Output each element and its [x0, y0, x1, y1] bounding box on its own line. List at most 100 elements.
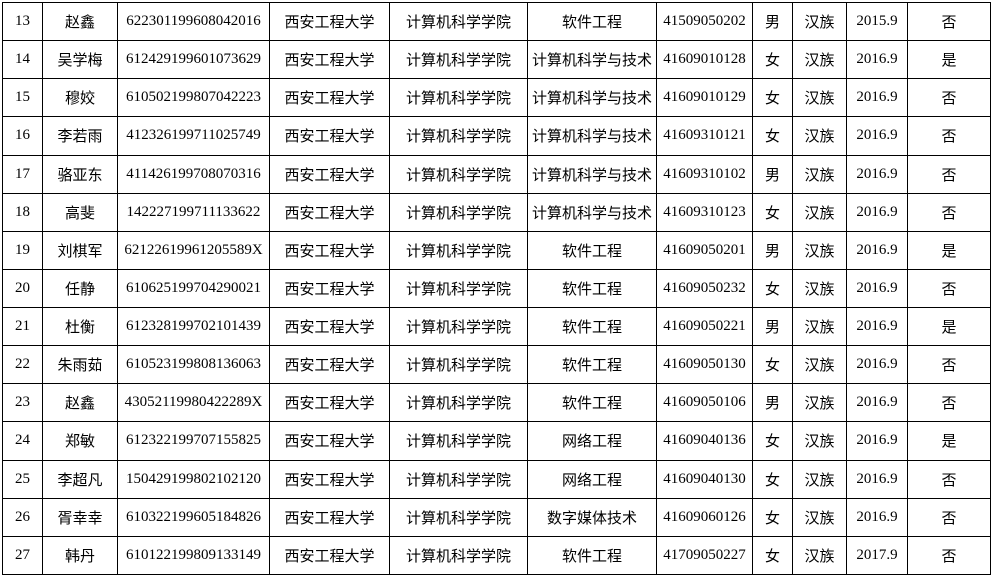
cell-major: 软件工程	[527, 230, 657, 270]
cell-major: 数字媒体技术	[527, 497, 657, 537]
cell-major: 网络工程	[527, 421, 657, 461]
cell-id-number: 610625199704290021	[117, 268, 270, 309]
cell-college: 计算机科学学院	[389, 535, 528, 576]
cell-gender: 女	[752, 459, 793, 499]
cell-enroll-date: 2016.9	[846, 306, 908, 347]
cell-major: 软件工程	[527, 306, 657, 347]
cell-student-id: 41609050201	[656, 230, 753, 270]
cell-seq: 24	[2, 421, 43, 461]
cell-name: 赵鑫	[42, 1, 118, 42]
cell-student-id: 41609060126	[656, 497, 753, 537]
cell-name: 胥幸幸	[42, 497, 118, 537]
cell-college: 计算机科学学院	[389, 230, 528, 270]
cell-major: 计算机科学与技术	[527, 154, 657, 194]
cell-flag: 否	[907, 78, 991, 118]
cell-gender: 女	[752, 116, 793, 156]
cell-college: 计算机科学学院	[389, 1, 528, 42]
cell-ethnicity: 汉族	[792, 535, 847, 576]
cell-university: 西安工程大学	[269, 459, 390, 499]
cell-flag: 是	[907, 230, 991, 270]
cell-university: 西安工程大学	[269, 497, 390, 537]
cell-student-id: 41609040136	[656, 421, 753, 461]
cell-id-number: 43052119980422289X	[117, 383, 270, 423]
cell-id-number: 62122619961205589X	[117, 230, 270, 270]
cell-gender: 女	[752, 497, 793, 537]
cell-student-id: 41509050202	[656, 1, 753, 42]
cell-college: 计算机科学学院	[389, 497, 528, 537]
cell-name: 穆姣	[42, 78, 118, 118]
cell-gender: 男	[752, 383, 793, 423]
cell-id-number: 612322199707155825	[117, 421, 270, 461]
cell-college: 计算机科学学院	[389, 383, 528, 423]
cell-name: 任静	[42, 268, 118, 309]
table-row: 19 刘棋军 62122619961205589X 西安工程大学 计算机科学学院 软件工程…	[2, 230, 991, 270]
cell-student-id: 41609010129	[656, 78, 753, 118]
cell-seq: 17	[2, 154, 43, 194]
cell-seq: 27	[2, 535, 43, 576]
cell-id-number: 411426199708070316	[117, 154, 270, 194]
cell-seq: 16	[2, 116, 43, 156]
cell-gender: 女	[752, 192, 793, 232]
cell-university: 西安工程大学	[269, 421, 390, 461]
cell-college: 计算机科学学院	[389, 345, 528, 385]
cell-seq: 25	[2, 459, 43, 499]
table-row: 21 杜衡 612328199702101439 西安工程大学 计算机科学学院 软件工程 4…	[2, 306, 991, 347]
cell-flag: 否	[907, 192, 991, 232]
cell-seq: 13	[2, 1, 43, 42]
cell-flag: 否	[907, 535, 991, 576]
cell-gender: 女	[752, 40, 793, 80]
cell-ethnicity: 汉族	[792, 230, 847, 270]
table-row: 22 朱雨茹 610523199808136063 西安工程大学 计算机科学学院 软件工程…	[2, 345, 991, 385]
cell-enroll-date: 2016.9	[846, 154, 908, 194]
cell-name: 赵鑫	[42, 383, 118, 423]
cell-major: 软件工程	[527, 383, 657, 423]
cell-flag: 是	[907, 306, 991, 347]
cell-gender: 男	[752, 230, 793, 270]
cell-college: 计算机科学学院	[389, 116, 528, 156]
cell-gender: 女	[752, 535, 793, 576]
cell-university: 西安工程大学	[269, 306, 390, 347]
cell-college: 计算机科学学院	[389, 192, 528, 232]
cell-flag: 否	[907, 116, 991, 156]
cell-university: 西安工程大学	[269, 40, 390, 80]
cell-seq: 14	[2, 40, 43, 80]
cell-enroll-date: 2016.9	[846, 268, 908, 309]
cell-student-id: 41609050232	[656, 268, 753, 309]
cell-major: 计算机科学与技术	[527, 78, 657, 118]
cell-student-id: 41609310121	[656, 116, 753, 156]
cell-college: 计算机科学学院	[389, 154, 528, 194]
cell-seq: 22	[2, 345, 43, 385]
cell-enroll-date: 2015.9	[846, 1, 908, 42]
table-row: 18 高斐 142227199711133622 西安工程大学 计算机科学学院 计算机科学…	[2, 192, 991, 232]
cell-seq: 21	[2, 306, 43, 347]
cell-major: 计算机科学与技术	[527, 116, 657, 156]
cell-gender: 男	[752, 306, 793, 347]
cell-major: 网络工程	[527, 459, 657, 499]
table-row: 17 骆亚东 411426199708070316 西安工程大学 计算机科学学院 计算机科…	[2, 154, 991, 194]
cell-id-number: 150429199802102120	[117, 459, 270, 499]
cell-seq: 26	[2, 497, 43, 537]
cell-flag: 否	[907, 1, 991, 42]
cell-college: 计算机科学学院	[389, 421, 528, 461]
cell-enroll-date: 2016.9	[846, 421, 908, 461]
cell-id-number: 610322199605184826	[117, 497, 270, 537]
cell-student-id: 41609310102	[656, 154, 753, 194]
cell-university: 西安工程大学	[269, 535, 390, 576]
cell-ethnicity: 汉族	[792, 1, 847, 42]
cell-name: 郑敏	[42, 421, 118, 461]
cell-seq: 23	[2, 383, 43, 423]
cell-name: 骆亚东	[42, 154, 118, 194]
cell-ethnicity: 汉族	[792, 268, 847, 309]
cell-name: 韩丹	[42, 535, 118, 576]
cell-flag: 否	[907, 154, 991, 194]
cell-university: 西安工程大学	[269, 345, 390, 385]
cell-name: 李超凡	[42, 459, 118, 499]
cell-id-number: 610502199807042223	[117, 78, 270, 118]
cell-college: 计算机科学学院	[389, 40, 528, 80]
cell-ethnicity: 汉族	[792, 421, 847, 461]
cell-major: 软件工程	[527, 1, 657, 42]
cell-flag: 否	[907, 383, 991, 423]
cell-ethnicity: 汉族	[792, 345, 847, 385]
cell-enroll-date: 2016.9	[846, 230, 908, 270]
